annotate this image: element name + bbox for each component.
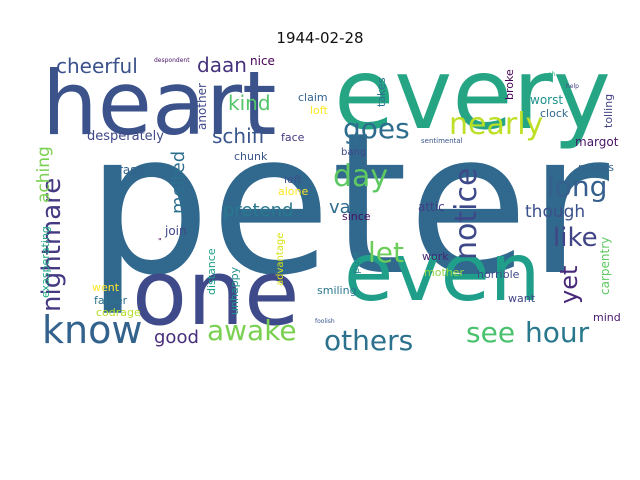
word-kind: kind: [228, 91, 271, 115]
word-tolling: tolling: [602, 94, 615, 128]
word-went: went: [92, 281, 120, 294]
word-cheerful: cheerful: [56, 54, 138, 78]
word-foolish: foolish: [315, 318, 335, 325]
word-even: even: [344, 226, 540, 319]
word-aching: aching: [34, 146, 54, 203]
word-left: left: [284, 173, 303, 186]
word-worst: worst: [530, 93, 563, 107]
word-peter: peter: [86, 91, 609, 319]
word-distance: distance: [205, 248, 218, 295]
word-smiling: smiling: [317, 284, 357, 297]
word-horrible: horrible: [477, 268, 520, 281]
word-loft: loft: [310, 104, 328, 117]
word-yet: yet: [555, 266, 583, 304]
word-margot: margot: [575, 135, 619, 149]
chart-title: 1944-02-28: [276, 29, 364, 47]
word-unhappy: unhappy: [228, 266, 241, 315]
word-know: know: [42, 308, 142, 352]
word-pretend: pretend: [223, 200, 293, 221]
word-desperately: desperately: [87, 129, 164, 144]
word-help: help: [566, 83, 579, 90]
word-see: see: [466, 316, 515, 349]
word-pure: pure: [351, 251, 362, 274]
word-another: another: [195, 83, 209, 130]
word-every: every: [334, 38, 611, 152]
word-work: work: [422, 250, 449, 263]
word-broke: broke: [503, 69, 516, 100]
word-bang: bang: [341, 147, 366, 158]
word-notice: notice: [449, 168, 484, 260]
word-mind: mind: [593, 311, 621, 324]
word-heart: heart: [42, 52, 277, 155]
word-attic: attic: [418, 200, 445, 214]
word-alone: alone: [278, 185, 308, 198]
word-father: father: [94, 294, 128, 307]
word-others: others: [324, 324, 413, 357]
word-takes: takes: [375, 77, 388, 107]
word-sentimental: sentimental: [421, 137, 463, 145]
word-codrage: codrage: [96, 306, 141, 319]
word-since: since: [342, 210, 371, 223]
word-want: want: [508, 292, 536, 305]
word-nightmare: nightmare: [37, 178, 67, 312]
word-schiff: schiff: [212, 124, 267, 148]
word-goes: goes: [343, 112, 410, 145]
word-though: though: [525, 202, 585, 222]
word-join: join: [164, 224, 187, 238]
word-long: long: [547, 170, 607, 203]
word-nearly: nearly: [449, 107, 543, 142]
word-rasp: rasp: [118, 163, 144, 177]
word-despondent: despondent: [154, 57, 190, 64]
word-face: face: [281, 131, 305, 144]
word-daan: daan: [197, 53, 247, 77]
word-quote-mark: ": [158, 237, 162, 246]
word-claim: claim: [298, 91, 328, 104]
word-mother: mother: [424, 266, 464, 279]
word-awake: awake: [207, 314, 297, 347]
word-clock: clock: [540, 107, 569, 120]
word-oh: oh: [548, 71, 556, 78]
word-like: like: [553, 223, 598, 253]
word-van: van: [329, 197, 362, 218]
word-makes: makes: [578, 161, 614, 174]
word-carpentry: carpentry: [598, 237, 612, 295]
word-let: let: [368, 236, 404, 269]
word-exasperating: exasperating: [39, 226, 52, 298]
word-chunk: chunk: [234, 150, 268, 163]
word-hour: hour: [525, 316, 590, 349]
word-nice: nice: [250, 54, 275, 68]
word-day: day: [333, 159, 388, 194]
word-advantage: advantage: [275, 233, 286, 286]
word-good: good: [154, 327, 199, 348]
word-one: one: [132, 241, 299, 346]
word-melted: melted: [168, 151, 189, 214]
